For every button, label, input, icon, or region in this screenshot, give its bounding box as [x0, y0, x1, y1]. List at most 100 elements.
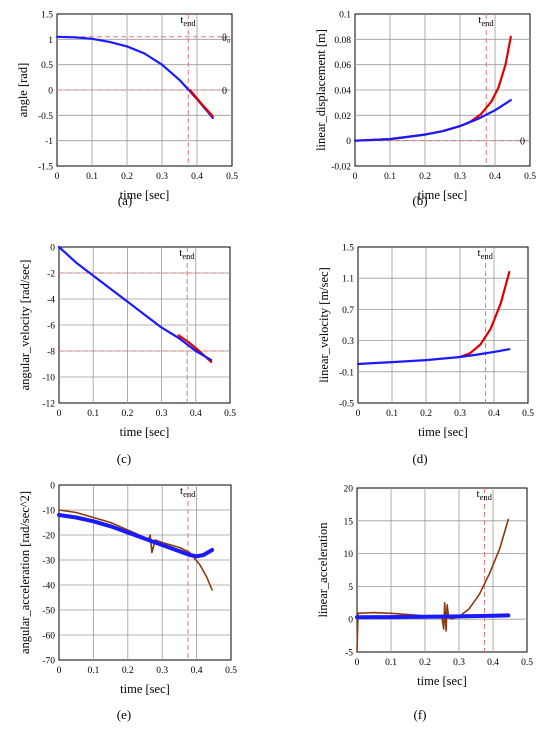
- x-tick-label: 0.2: [420, 409, 432, 419]
- series-line-1: [355, 613, 511, 620]
- x-tick-label: 0.1: [87, 409, 99, 419]
- x-axis-label: time [sec]: [120, 425, 170, 439]
- y-tick-label: 5: [348, 583, 353, 593]
- y-tick-label: -20: [42, 532, 55, 542]
- y-tick-label: 1: [48, 36, 53, 46]
- y-tick-label: 1.5: [342, 244, 354, 254]
- panel-label: (b): [412, 193, 427, 208]
- y-tick-label: 1.5: [41, 11, 53, 21]
- right-marker-label: θ₀: [222, 33, 231, 44]
- x-tick-label: 0.2: [419, 658, 431, 668]
- y-tick-label: -40: [42, 582, 55, 592]
- y-tick-label: 0.1: [339, 11, 351, 21]
- t-end-base: t: [180, 14, 183, 26]
- chart-d: 0 0.1 0.2 0.3 0.4 0.5 1.5 1.1 0.7 0.3 -0.1 -0.5 tend…: [317, 244, 534, 467]
- x-tick-label: 0.4: [191, 666, 203, 676]
- x-tick-label: 0.4: [191, 172, 203, 182]
- t-end-label: tend: [180, 14, 196, 28]
- x-tick-label: 0: [55, 172, 60, 182]
- y-axis-label: linear_velocity [m/sec]: [317, 267, 331, 383]
- y-axis-label: angular_velocity [rad/sec]: [18, 260, 32, 391]
- y-tick-label: -70: [42, 657, 55, 667]
- y-tick-label: -1: [45, 137, 53, 147]
- y-tick-label: -0.5: [339, 400, 354, 410]
- y-tick-label: -0.5: [38, 112, 53, 122]
- t-end-base: t: [478, 247, 481, 259]
- y-tick-label: 0: [348, 616, 353, 626]
- t-end-label: tend: [179, 247, 195, 261]
- x-axis-label: time [sec]: [417, 674, 467, 688]
- x-tick-label: 0.4: [488, 409, 500, 419]
- t-end-subscript: end: [183, 489, 196, 499]
- y-tick-label: 0.04: [334, 87, 351, 97]
- x-axis-label: time [sec]: [418, 188, 468, 202]
- x-tick-label: 0.1: [87, 666, 99, 676]
- chart-c: 0 0.1 0.2 0.3 0.4 0.5 0 -2 -4 -6 -8 -10 -12 tend time …: [18, 244, 236, 467]
- t-end-label: tend: [477, 488, 493, 502]
- x-tick-label: 0.5: [226, 172, 238, 182]
- y-tick-label: 15: [344, 517, 354, 527]
- x-tick-label: 0.3: [156, 409, 168, 419]
- x-tick-label: 0.5: [225, 666, 237, 676]
- panel-label: (f): [414, 707, 427, 722]
- x-tick-label: 0.1: [385, 658, 397, 668]
- x-tick-label: 0.3: [156, 172, 168, 182]
- x-tick-label: 0.2: [121, 409, 133, 419]
- t-end-base: t: [179, 247, 182, 259]
- x-tick-label: 0.5: [524, 172, 536, 182]
- y-tick-label: 0.08: [334, 36, 351, 46]
- x-tick-label: 0: [355, 658, 360, 668]
- x-tick-label: 0: [353, 172, 358, 182]
- y-tick-label: 0.06: [334, 61, 351, 71]
- x-tick-label: 0.2: [122, 666, 134, 676]
- y-tick-label: -60: [42, 632, 55, 642]
- x-tick-label: 0.4: [489, 172, 501, 182]
- series-line-0: [356, 518, 510, 653]
- y-tick-label: -0.02: [331, 163, 351, 173]
- y-tick-label: -50: [42, 607, 55, 617]
- y-tick-label: -30: [42, 557, 55, 567]
- series-line-0: [55, 35, 214, 119]
- plot-frame: [356, 487, 528, 653]
- y-axis-label: linear_displacement [m]: [314, 29, 328, 151]
- chart-a: 0 0.1 0.2 0.3 0.4 0.5 1.5 1 0.5 0 -0.5 -1 -1.5 tend θ₀…: [16, 11, 238, 209]
- y-tick-label: -0.1: [339, 368, 354, 378]
- x-tick-label: 0.4: [190, 409, 202, 419]
- y-tick-label: 0.3: [342, 337, 354, 347]
- panel-label: (d): [412, 451, 427, 466]
- y-tick-label: 0: [50, 482, 55, 492]
- y-tick-label: 0: [346, 137, 351, 147]
- y-axis-label: angle [rad]: [16, 63, 30, 117]
- x-tick-label: 0: [356, 409, 361, 419]
- x-tick-label: 0.4: [487, 658, 499, 668]
- x-tick-label: 0.3: [156, 666, 168, 676]
- y-tick-label: -4: [47, 296, 55, 306]
- series-line-1: [57, 513, 215, 559]
- series-line-1: [188, 88, 214, 118]
- y-tick-label: -8: [47, 348, 55, 358]
- x-tick-label: 0.1: [86, 172, 98, 182]
- x-tick-label: 0.1: [384, 172, 396, 182]
- y-tick-label: 0.7: [342, 306, 354, 316]
- x-tick-label: 0: [57, 666, 62, 676]
- x-tick-label: 0: [57, 409, 62, 419]
- y-tick-label: 0: [48, 87, 53, 97]
- series-line-1: [57, 245, 213, 362]
- plot-frame: [58, 484, 232, 661]
- series-line-1: [353, 99, 512, 142]
- t-end-subscript: end: [481, 251, 494, 261]
- x-tick-label: 0.5: [522, 409, 534, 419]
- y-tick-label: -1.5: [38, 163, 53, 173]
- x-axis-label: time [sec]: [418, 425, 468, 439]
- y-tick-label: 1.1: [342, 275, 354, 285]
- t-end-base: t: [180, 485, 183, 497]
- y-tick-label: -6: [47, 322, 55, 332]
- t-end-subscript: end: [480, 492, 493, 502]
- y-tick-label: -10: [42, 507, 55, 517]
- panel-label: (e): [117, 707, 131, 722]
- t-end-label: tend: [478, 14, 494, 28]
- y-tick-label: -2: [47, 270, 55, 280]
- right-marker-label: 0: [520, 137, 525, 148]
- x-tick-label: 0.2: [419, 172, 431, 182]
